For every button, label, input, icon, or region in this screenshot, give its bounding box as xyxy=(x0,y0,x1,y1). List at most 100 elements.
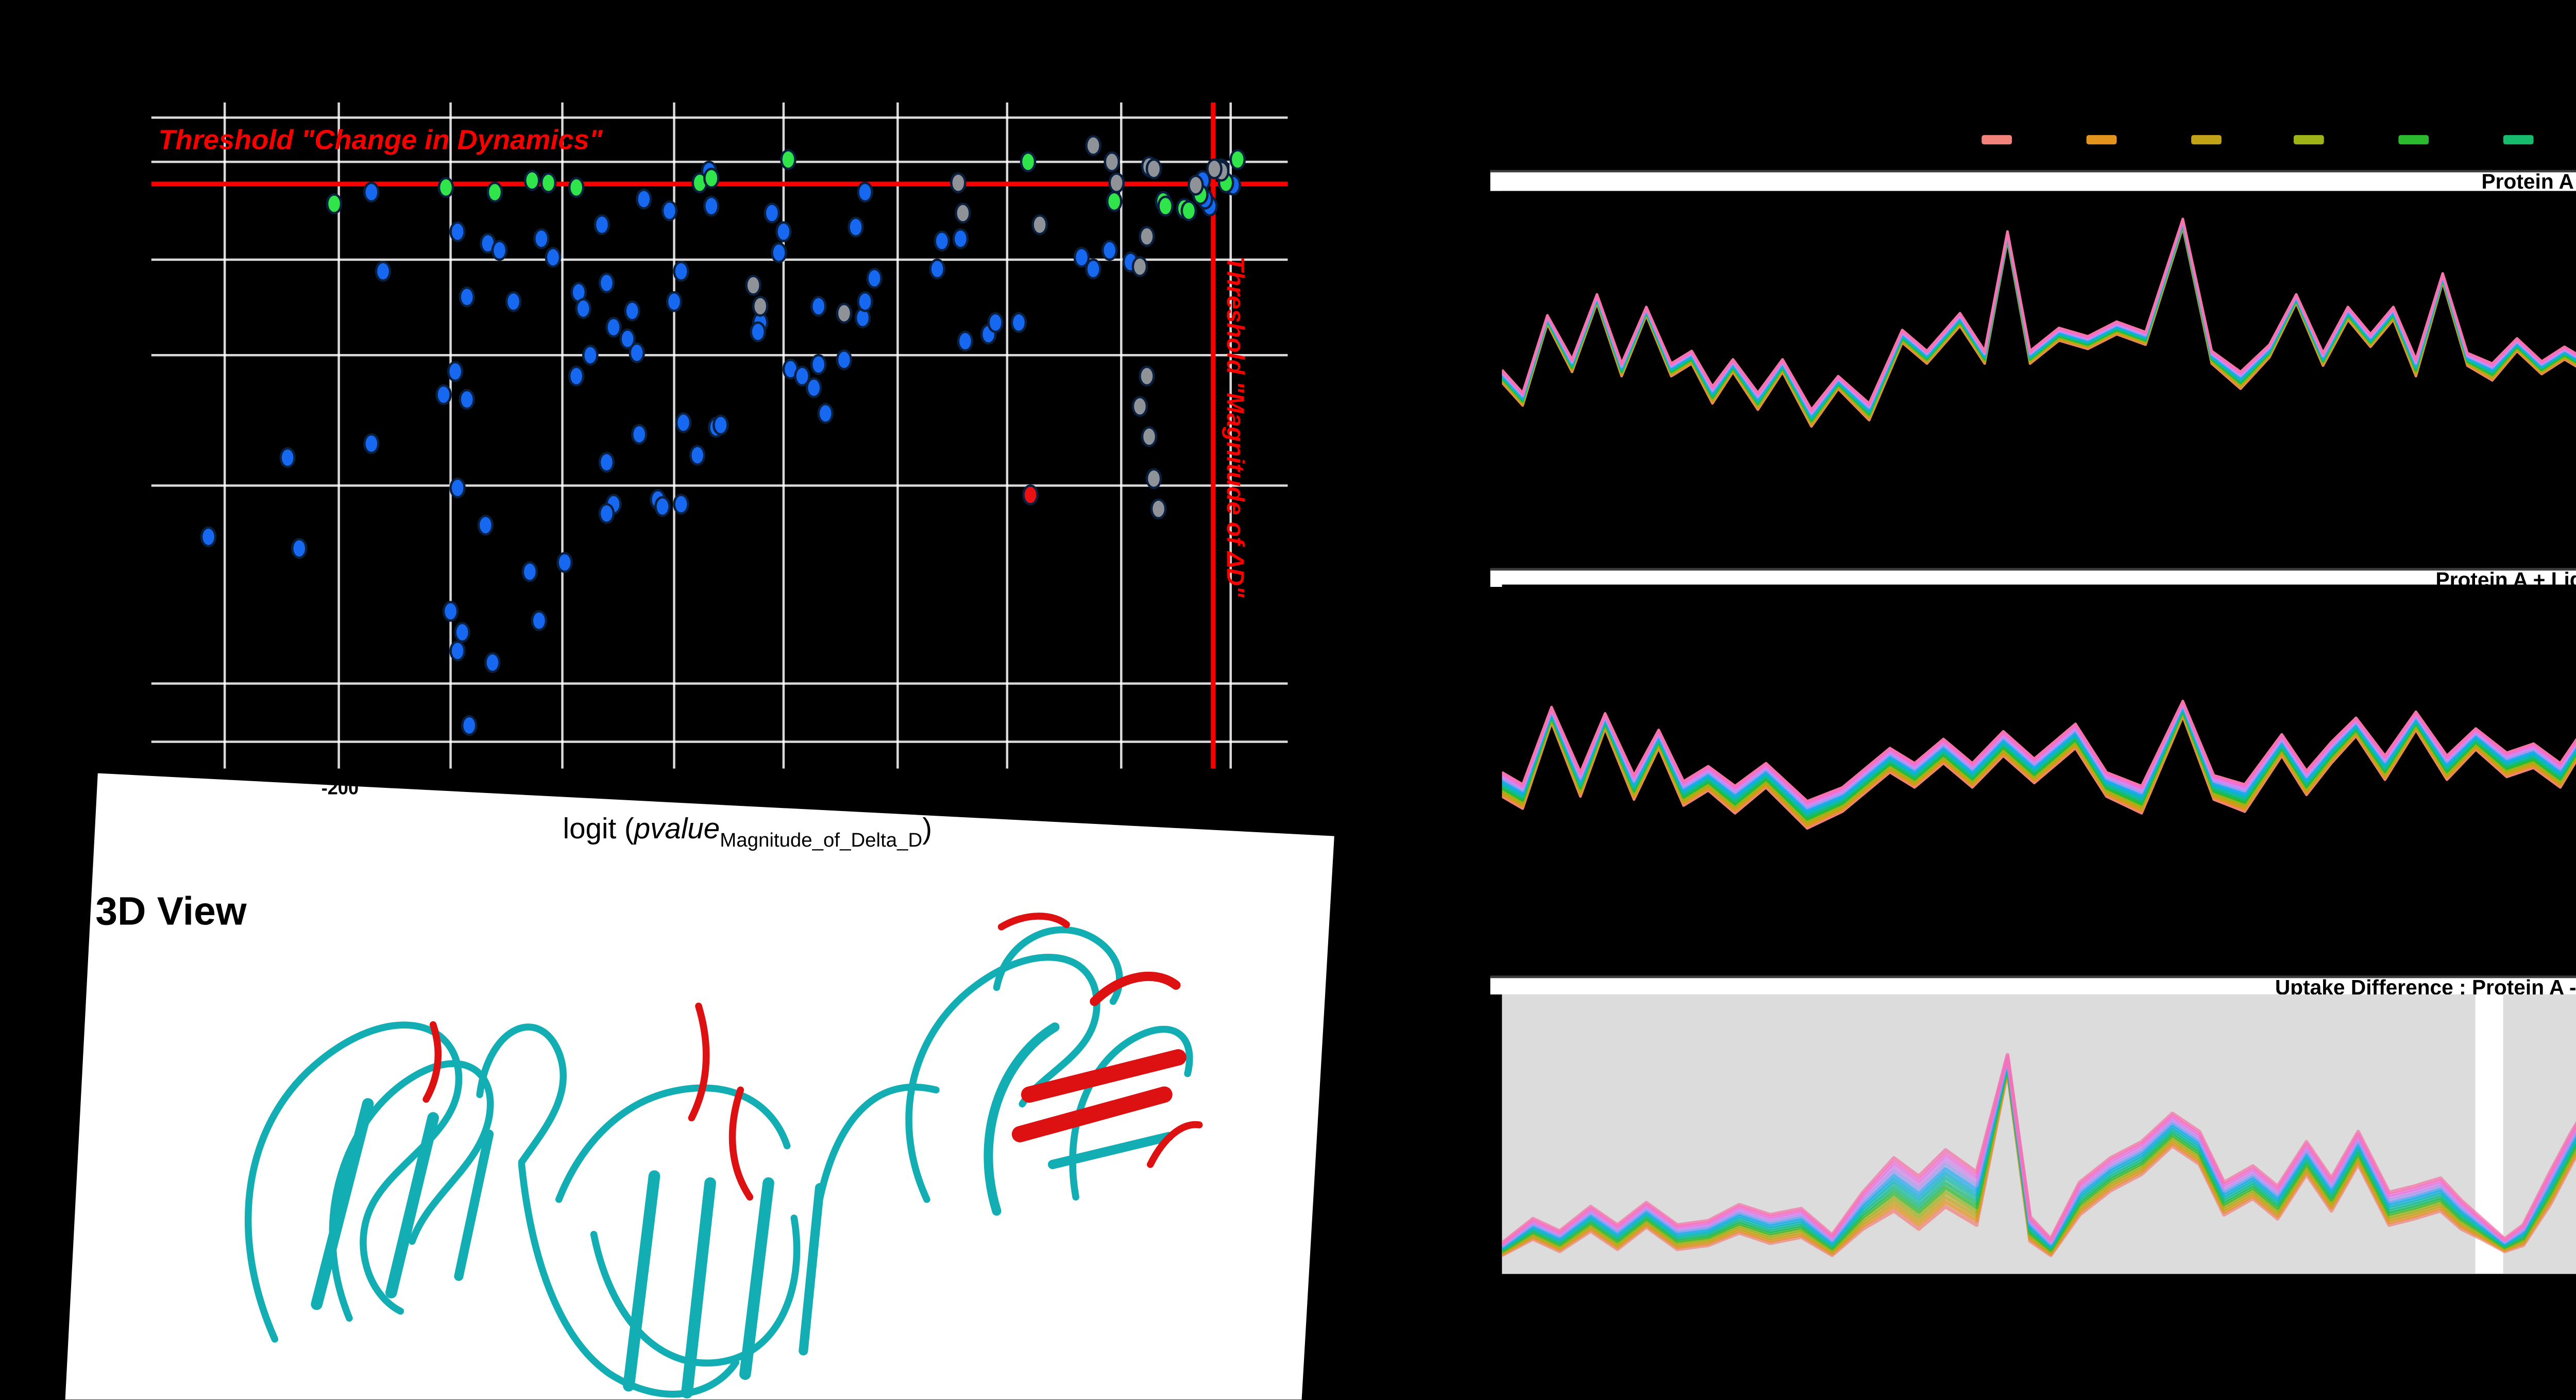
peptide-point[interactable] xyxy=(623,299,639,321)
peptide-point[interactable] xyxy=(951,227,968,248)
peptide-point[interactable] xyxy=(325,192,342,213)
peptide-point[interactable] xyxy=(762,201,779,223)
peptide-point[interactable] xyxy=(816,401,833,423)
peptide-point[interactable] xyxy=(865,266,882,288)
peptide-point[interactable] xyxy=(1149,497,1166,518)
peptide-point[interactable] xyxy=(457,285,474,307)
peptide-point[interactable] xyxy=(630,423,647,444)
peptide-point[interactable] xyxy=(539,171,555,192)
peptide-point[interactable] xyxy=(1107,171,1124,192)
peptide-point[interactable] xyxy=(774,220,791,241)
peptide-point[interactable] xyxy=(597,502,614,523)
peptide-point[interactable] xyxy=(434,383,451,404)
peptide-point[interactable] xyxy=(278,446,295,467)
peptide-point[interactable] xyxy=(362,432,379,453)
uptake-trace-timepoint-13 xyxy=(1502,217,2576,411)
peptide-point[interactable] xyxy=(1144,157,1161,178)
peptide-point[interactable] xyxy=(581,343,598,365)
peptide-point[interactable] xyxy=(567,176,584,197)
peptide-point[interactable] xyxy=(483,651,500,672)
peptide-point[interactable] xyxy=(1130,395,1147,416)
peptide-point[interactable] xyxy=(1137,364,1154,386)
peptide-point[interactable] xyxy=(476,513,493,535)
peptide-point[interactable] xyxy=(1179,199,1196,221)
peptide-point[interactable] xyxy=(504,290,521,311)
peptide-point[interactable] xyxy=(1030,213,1047,234)
peptide-point[interactable] xyxy=(749,320,765,342)
uptake-difference-chart[interactable] xyxy=(1502,994,2576,1274)
peptide-point[interactable] xyxy=(809,294,826,316)
peptide-point[interactable] xyxy=(933,229,949,250)
peptide-point[interactable] xyxy=(1140,425,1157,446)
peptide-point[interactable] xyxy=(660,199,677,221)
peptide-point[interactable] xyxy=(522,168,539,190)
peptide-point[interactable] xyxy=(744,274,760,295)
peptide-point[interactable] xyxy=(778,148,795,169)
peptide-point[interactable] xyxy=(665,290,682,311)
peptide-point[interactable] xyxy=(453,620,469,642)
peptide-point[interactable] xyxy=(457,387,474,409)
uptake-chart-protein-a-ligand[interactable] xyxy=(1502,584,2576,969)
peptide-point[interactable] xyxy=(769,241,786,262)
peptide-point[interactable] xyxy=(520,560,537,581)
peptide-point[interactable] xyxy=(1186,173,1203,195)
peptide-point[interactable] xyxy=(597,271,614,293)
peptide-point[interactable] xyxy=(555,550,572,572)
peptide-point[interactable] xyxy=(1144,467,1161,488)
peptide-point[interactable] xyxy=(956,329,973,351)
legend-marker-timepoint-3[interactable] xyxy=(2190,135,2221,143)
peptide-point[interactable] xyxy=(1137,225,1154,246)
peptide-point[interactable] xyxy=(490,239,507,260)
peptide-point[interactable] xyxy=(634,187,651,209)
peptide-point[interactable] xyxy=(928,257,944,279)
uptake-chart-protein-a[interactable] xyxy=(1502,191,2576,559)
peptide-point[interactable] xyxy=(532,227,549,248)
peptide-point[interactable] xyxy=(436,176,453,197)
peptide-point[interactable] xyxy=(1103,150,1119,172)
peptide-point[interactable] xyxy=(835,348,851,369)
peptide-point[interactable] xyxy=(688,444,705,465)
peptide-point[interactable] xyxy=(1019,150,1036,172)
peptide-point[interactable] xyxy=(592,213,609,234)
peptide-point[interactable] xyxy=(485,180,502,201)
peptide-point[interactable] xyxy=(441,599,458,621)
peptide-point[interactable] xyxy=(711,413,728,434)
peptide-point[interactable] xyxy=(674,411,691,432)
peptide-point[interactable] xyxy=(374,259,391,281)
volcano-plot-area[interactable] xyxy=(151,102,1288,769)
peptide-point[interactable] xyxy=(835,301,851,323)
uptake-trace-timepoint-6 xyxy=(1502,709,2576,819)
legend-marker-timepoint-1[interactable] xyxy=(1981,135,2012,143)
peptide-point[interactable] xyxy=(846,215,863,237)
gridline-horizontal xyxy=(151,258,1288,261)
uptake-trace-timepoint-13 xyxy=(1502,699,2576,803)
peptide-point[interactable] xyxy=(1083,133,1100,155)
peptide-point[interactable] xyxy=(290,536,307,558)
peptide-point[interactable] xyxy=(460,714,477,735)
peptide-point[interactable] xyxy=(856,290,872,311)
peptide-point[interactable] xyxy=(530,609,546,630)
legend-marker-timepoint-5[interactable] xyxy=(2399,135,2430,143)
peptide-point[interactable] xyxy=(567,364,584,386)
legend-marker-timepoint-2[interactable] xyxy=(2086,135,2116,143)
peptide-point[interactable] xyxy=(953,201,970,223)
peptide-point[interactable] xyxy=(1228,148,1245,169)
peptide-point[interactable] xyxy=(544,245,561,267)
peptide-point[interactable] xyxy=(604,315,621,337)
peptide-point[interactable] xyxy=(1105,190,1122,211)
legend-marker-timepoint-4[interactable] xyxy=(2295,135,2325,143)
peptide-point[interactable] xyxy=(597,450,614,472)
chart-title-protein-a: Protein A xyxy=(1490,170,2576,192)
peptide-point[interactable] xyxy=(751,294,768,316)
x-tick--100: -100 xyxy=(556,778,594,799)
peptide-point[interactable] xyxy=(948,171,965,192)
peptide-point[interactable] xyxy=(986,311,1003,332)
peptide-point[interactable] xyxy=(702,194,719,216)
peptide-point[interactable] xyxy=(446,360,463,381)
protein-structure-viewport[interactable] xyxy=(187,908,1351,1400)
peptide-point[interactable] xyxy=(1100,239,1117,260)
legend-marker-timepoint-6[interactable] xyxy=(2503,135,2534,143)
peptide-point[interactable] xyxy=(1009,311,1026,332)
peptide-point[interactable] xyxy=(199,525,216,546)
